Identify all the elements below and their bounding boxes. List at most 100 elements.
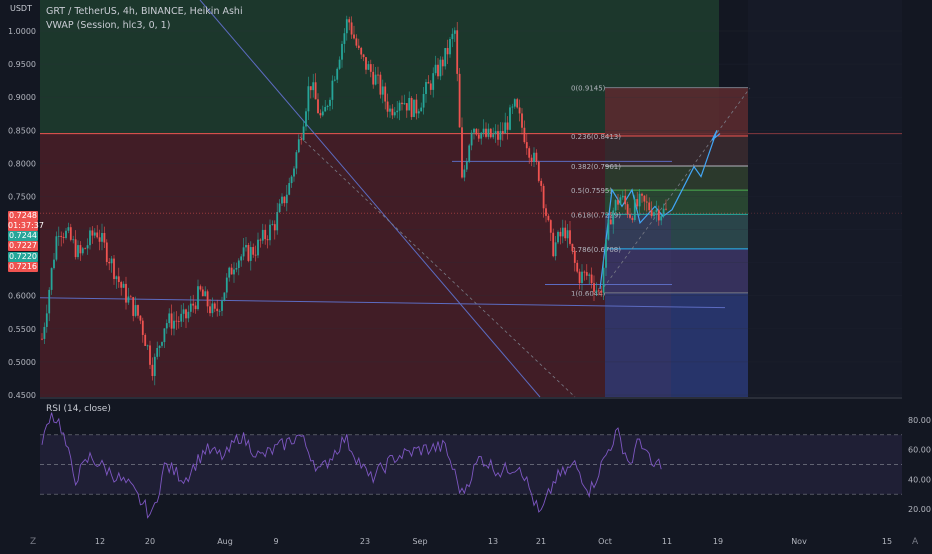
candle [470, 132, 473, 146]
candle [153, 356, 156, 376]
candle [343, 33, 346, 44]
candle [127, 296, 130, 303]
candle [461, 127, 463, 178]
candle [122, 283, 125, 288]
candle [636, 199, 639, 207]
candle [545, 208, 547, 216]
candle [417, 111, 420, 114]
candle [41, 338, 43, 340]
candle [600, 290, 603, 293]
candle [437, 64, 439, 77]
candle [132, 297, 135, 316]
candle [396, 110, 399, 113]
candle [398, 102, 401, 111]
candle [530, 157, 533, 162]
candle [650, 210, 653, 217]
time-tick-label: 9 [273, 537, 278, 546]
candle [653, 212, 655, 217]
candle [158, 345, 161, 349]
candle [60, 235, 63, 237]
candle [576, 262, 579, 272]
candle [509, 107, 511, 130]
candle [65, 230, 67, 238]
time-tick-label: Nov [791, 537, 807, 546]
candle [597, 290, 600, 292]
candle [410, 97, 413, 117]
candle [501, 131, 504, 134]
candle [360, 47, 363, 55]
candle [468, 145, 471, 162]
candle [492, 134, 495, 138]
candle [180, 313, 183, 322]
candle [607, 219, 610, 240]
countdown-badge: 01:37:37 [8, 221, 44, 231]
candle [254, 254, 257, 256]
candle [317, 99, 319, 114]
candle [434, 64, 437, 74]
future-area [748, 0, 902, 397]
price-tick-label: 0.8500 [8, 126, 36, 135]
candle [518, 107, 521, 114]
candle [511, 106, 514, 108]
candle [218, 310, 221, 312]
time-tick-label: 12 [95, 537, 105, 546]
candle [559, 231, 562, 237]
candle [583, 271, 586, 273]
candle [199, 286, 202, 290]
candle [561, 227, 564, 237]
candle [554, 242, 557, 257]
candle [110, 258, 113, 264]
candle [415, 99, 418, 114]
candle [91, 230, 94, 236]
auto-scale-icon[interactable]: A [912, 537, 919, 547]
candle [93, 232, 96, 236]
price-tick-label: 0.5000 [8, 358, 36, 367]
candle [453, 30, 456, 34]
candle [581, 271, 583, 284]
candle [240, 256, 243, 261]
candle [242, 247, 245, 257]
candle [612, 210, 615, 225]
candle [264, 229, 267, 240]
candle [432, 73, 435, 90]
candle [96, 232, 99, 238]
candle [365, 57, 367, 70]
time-tick-label: 21 [536, 537, 546, 546]
fib-level-label: 0.382(0.7961) [571, 163, 621, 171]
candle [521, 113, 523, 128]
candle [319, 113, 322, 116]
candle [633, 199, 636, 221]
candle [458, 73, 461, 128]
price-tick-label: 1.0000 [8, 27, 36, 36]
candle [302, 126, 305, 141]
candle [451, 33, 454, 40]
candle [103, 233, 106, 243]
candle [259, 239, 262, 241]
candle [197, 286, 199, 310]
candle [350, 22, 353, 35]
candle [372, 71, 375, 85]
candle [269, 224, 271, 241]
candle [629, 214, 631, 218]
time-tick-label: 20 [145, 537, 155, 546]
candle [444, 48, 447, 67]
candle [209, 306, 211, 314]
candle [101, 233, 103, 242]
price-badge: 0.7248 [8, 211, 38, 221]
price-badge: 0.7220 [8, 252, 38, 262]
candle [182, 309, 185, 314]
candle [295, 152, 298, 169]
candle [617, 200, 619, 205]
z-icon[interactable]: Z [30, 537, 37, 547]
time-tick-label: Sep [412, 537, 427, 546]
candle [638, 193, 641, 207]
candle [86, 245, 89, 249]
candle [309, 86, 312, 91]
candle [379, 74, 382, 95]
candle [170, 313, 173, 329]
candle [213, 303, 216, 309]
rsi-tick-label: 80.00 [908, 416, 931, 425]
candle [549, 220, 552, 233]
